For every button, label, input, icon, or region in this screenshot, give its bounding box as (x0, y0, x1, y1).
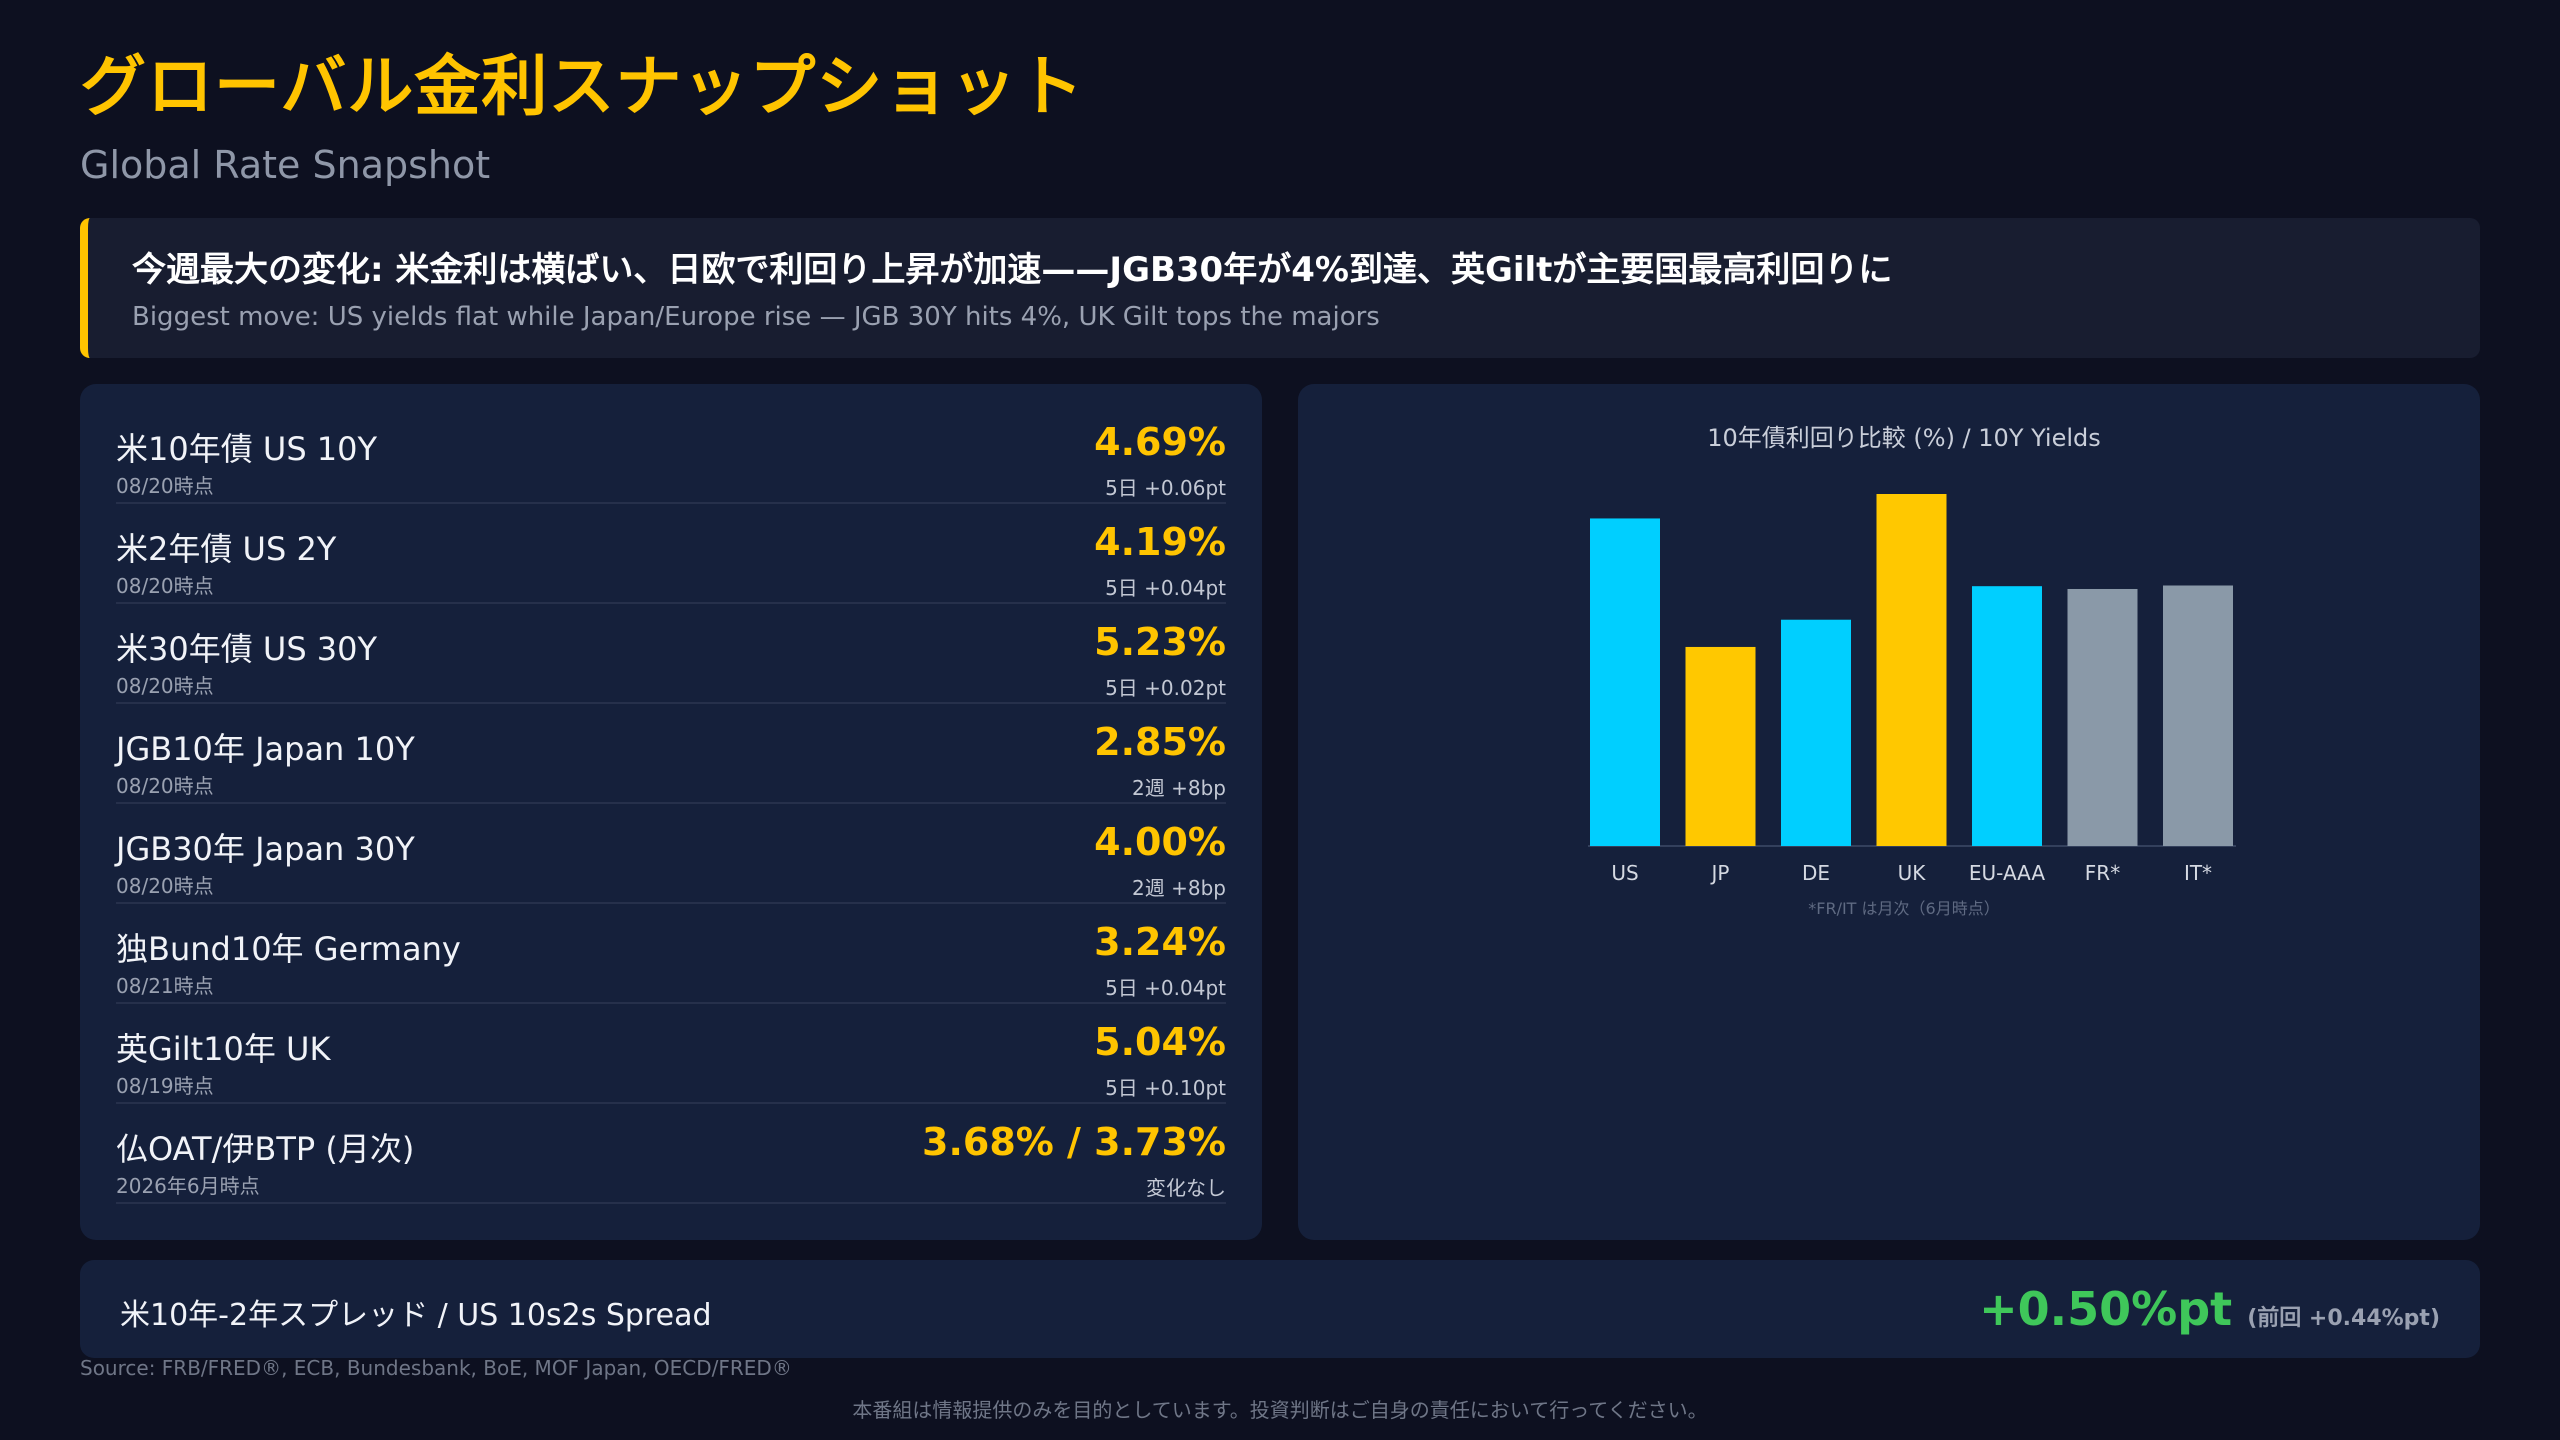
rate-change: 変化なし (1146, 1176, 1226, 1200)
rate-label: 米30年債 US 30Y (116, 630, 378, 668)
rate-date: 08/20時点 (116, 874, 214, 898)
rate-row-oat-btp: 仏OAT/伊BTP (月次) 2026年6月時点 3.68% / 3.73% 変… (116, 1102, 1226, 1204)
chart-note: *FR/IT は月次（6月時点） (1808, 899, 1999, 918)
spread-previous: (前回 +0.44%pt) (2247, 1306, 2440, 1331)
chart-x-labels: US JP DE UK EU-AAA FR* IT* (1611, 861, 2212, 885)
rate-change: 5日 +0.06pt (1105, 476, 1226, 500)
spread-bar: 米10年-2年スプレッド / US 10s2s Spread +0.50%pt … (80, 1260, 2480, 1358)
source-note: Source: FRB/FRED®, ECB, Bundesbank, BoE,… (80, 1356, 792, 1380)
rate-date: 08/20時点 (116, 774, 214, 798)
rate-value: 4.19% (1094, 520, 1226, 564)
x-tick-label: UK (1898, 861, 1927, 885)
rate-label: 仏OAT/伊BTP (月次) (116, 1130, 415, 1168)
rate-value: 4.69% (1094, 420, 1226, 464)
rate-label: JGB30年 Japan 30Y (116, 830, 415, 868)
rate-change: 2週 +8bp (1132, 776, 1226, 800)
rate-change: 5日 +0.02pt (1105, 676, 1226, 700)
rate-value: 5.04% (1094, 1020, 1226, 1064)
x-tick-label: DE (1802, 861, 1830, 885)
rate-value: 4.00% (1094, 820, 1226, 864)
rate-value: 3.68% / 3.73% (922, 1120, 1226, 1164)
rates-panel: 米10年債 US 10Y 08/20時点 4.69% 5日 +0.06pt 米2… (80, 384, 1262, 1240)
chart-title: 10年債利回り比較 (%) / 10Y Yields (1707, 424, 2101, 452)
rate-row-jgb10y: JGB10年 Japan 10Y 08/20時点 2.85% 2週 +8bp (116, 702, 1226, 804)
bar-us (1590, 518, 1660, 846)
rate-date: 08/19時点 (116, 1074, 214, 1098)
rate-value: 5.23% (1094, 620, 1226, 664)
rate-label: 英Gilt10年 UK (116, 1030, 331, 1068)
spread-value-group: +0.50%pt (前回 +0.44%pt) (1979, 1282, 2440, 1336)
rate-date: 08/21時点 (116, 974, 214, 998)
rate-label: 独Bund10年 Germany (116, 930, 461, 968)
headline-banner: 今週最大の変化: 米金利は横ばい、日欧で利回り上昇が加速——JGB30年が4%到… (80, 218, 2480, 358)
rate-row-gilt10y: 英Gilt10年 UK 08/19時点 5.04% 5日 +0.10pt (116, 1002, 1226, 1104)
chart-panel: 10年債利回り比較 (%) / 10Y Yields US JP DE UK EU-AA… (1298, 384, 2480, 1240)
rate-date: 2026年6月時点 (116, 1174, 260, 1198)
x-tick-label: US (1611, 861, 1638, 885)
bar-euaaa (1972, 586, 2042, 846)
disclaimer: 本番組は情報提供のみを目的としています。投資判断はご自身の責任において行ってくだ… (852, 1398, 1708, 1422)
headline-japanese: 今週最大の変化: 米金利は横ばい、日欧で利回り上昇が加速——JGB30年が4%到… (132, 250, 1893, 290)
rate-date: 08/20時点 (116, 474, 214, 498)
rate-row-us2y: 米2年債 US 2Y 08/20時点 4.19% 5日 +0.04pt (116, 502, 1226, 604)
rate-value: 3.24% (1094, 920, 1226, 964)
spread-label: 米10年-2年スプレッド / US 10s2s Spread (120, 1298, 712, 1333)
bar-it (2163, 585, 2233, 846)
x-tick-label: JP (1710, 861, 1730, 885)
rate-change: 5日 +0.10pt (1105, 1076, 1226, 1100)
rate-row-bund10y: 独Bund10年 Germany 08/21時点 3.24% 5日 +0.04p… (116, 902, 1226, 1004)
headline-english: Biggest move: US yields flat while Japan… (132, 302, 1380, 332)
x-tick-label: FR* (2085, 861, 2120, 885)
bar-jp (1685, 646, 1756, 846)
rate-row-us10y: 米10年債 US 10Y 08/20時点 4.69% 5日 +0.06pt (116, 402, 1226, 504)
bar-de (1781, 619, 1851, 846)
bar-uk (1876, 494, 1947, 846)
rate-row-jgb30y: JGB30年 Japan 30Y 08/20時点 4.00% 2週 +8bp (116, 802, 1226, 904)
rate-label: 米10年債 US 10Y (116, 430, 378, 468)
rate-change: 5日 +0.04pt (1105, 976, 1226, 1000)
page-subtitle: Global Rate Snapshot (80, 143, 491, 187)
rate-value: 2.85% (1094, 720, 1226, 764)
rate-date: 08/20時点 (116, 674, 214, 698)
rate-change: 2週 +8bp (1132, 876, 1226, 900)
bar-fr (2067, 588, 2138, 846)
x-tick-label: EU-AAA (1969, 861, 2046, 885)
rate-date: 08/20時点 (116, 574, 214, 598)
spread-value: +0.50%pt (1979, 1282, 2233, 1336)
rate-label: JGB10年 Japan 10Y (116, 730, 415, 768)
rate-row-us30y: 米30年債 US 30Y 08/20時点 5.23% 5日 +0.02pt (116, 602, 1226, 704)
page-title: グローバル金利スナップショット (80, 48, 1085, 125)
x-tick-label: IT* (2184, 861, 2212, 885)
rate-label: 米2年債 US 2Y (116, 530, 337, 568)
chart-bars (1590, 494, 2233, 846)
yield-bar-chart: 10年債利回り比較 (%) / 10Y Yields US JP DE UK EU-AA… (1588, 424, 2236, 918)
rate-change: 5日 +0.04pt (1105, 576, 1226, 600)
